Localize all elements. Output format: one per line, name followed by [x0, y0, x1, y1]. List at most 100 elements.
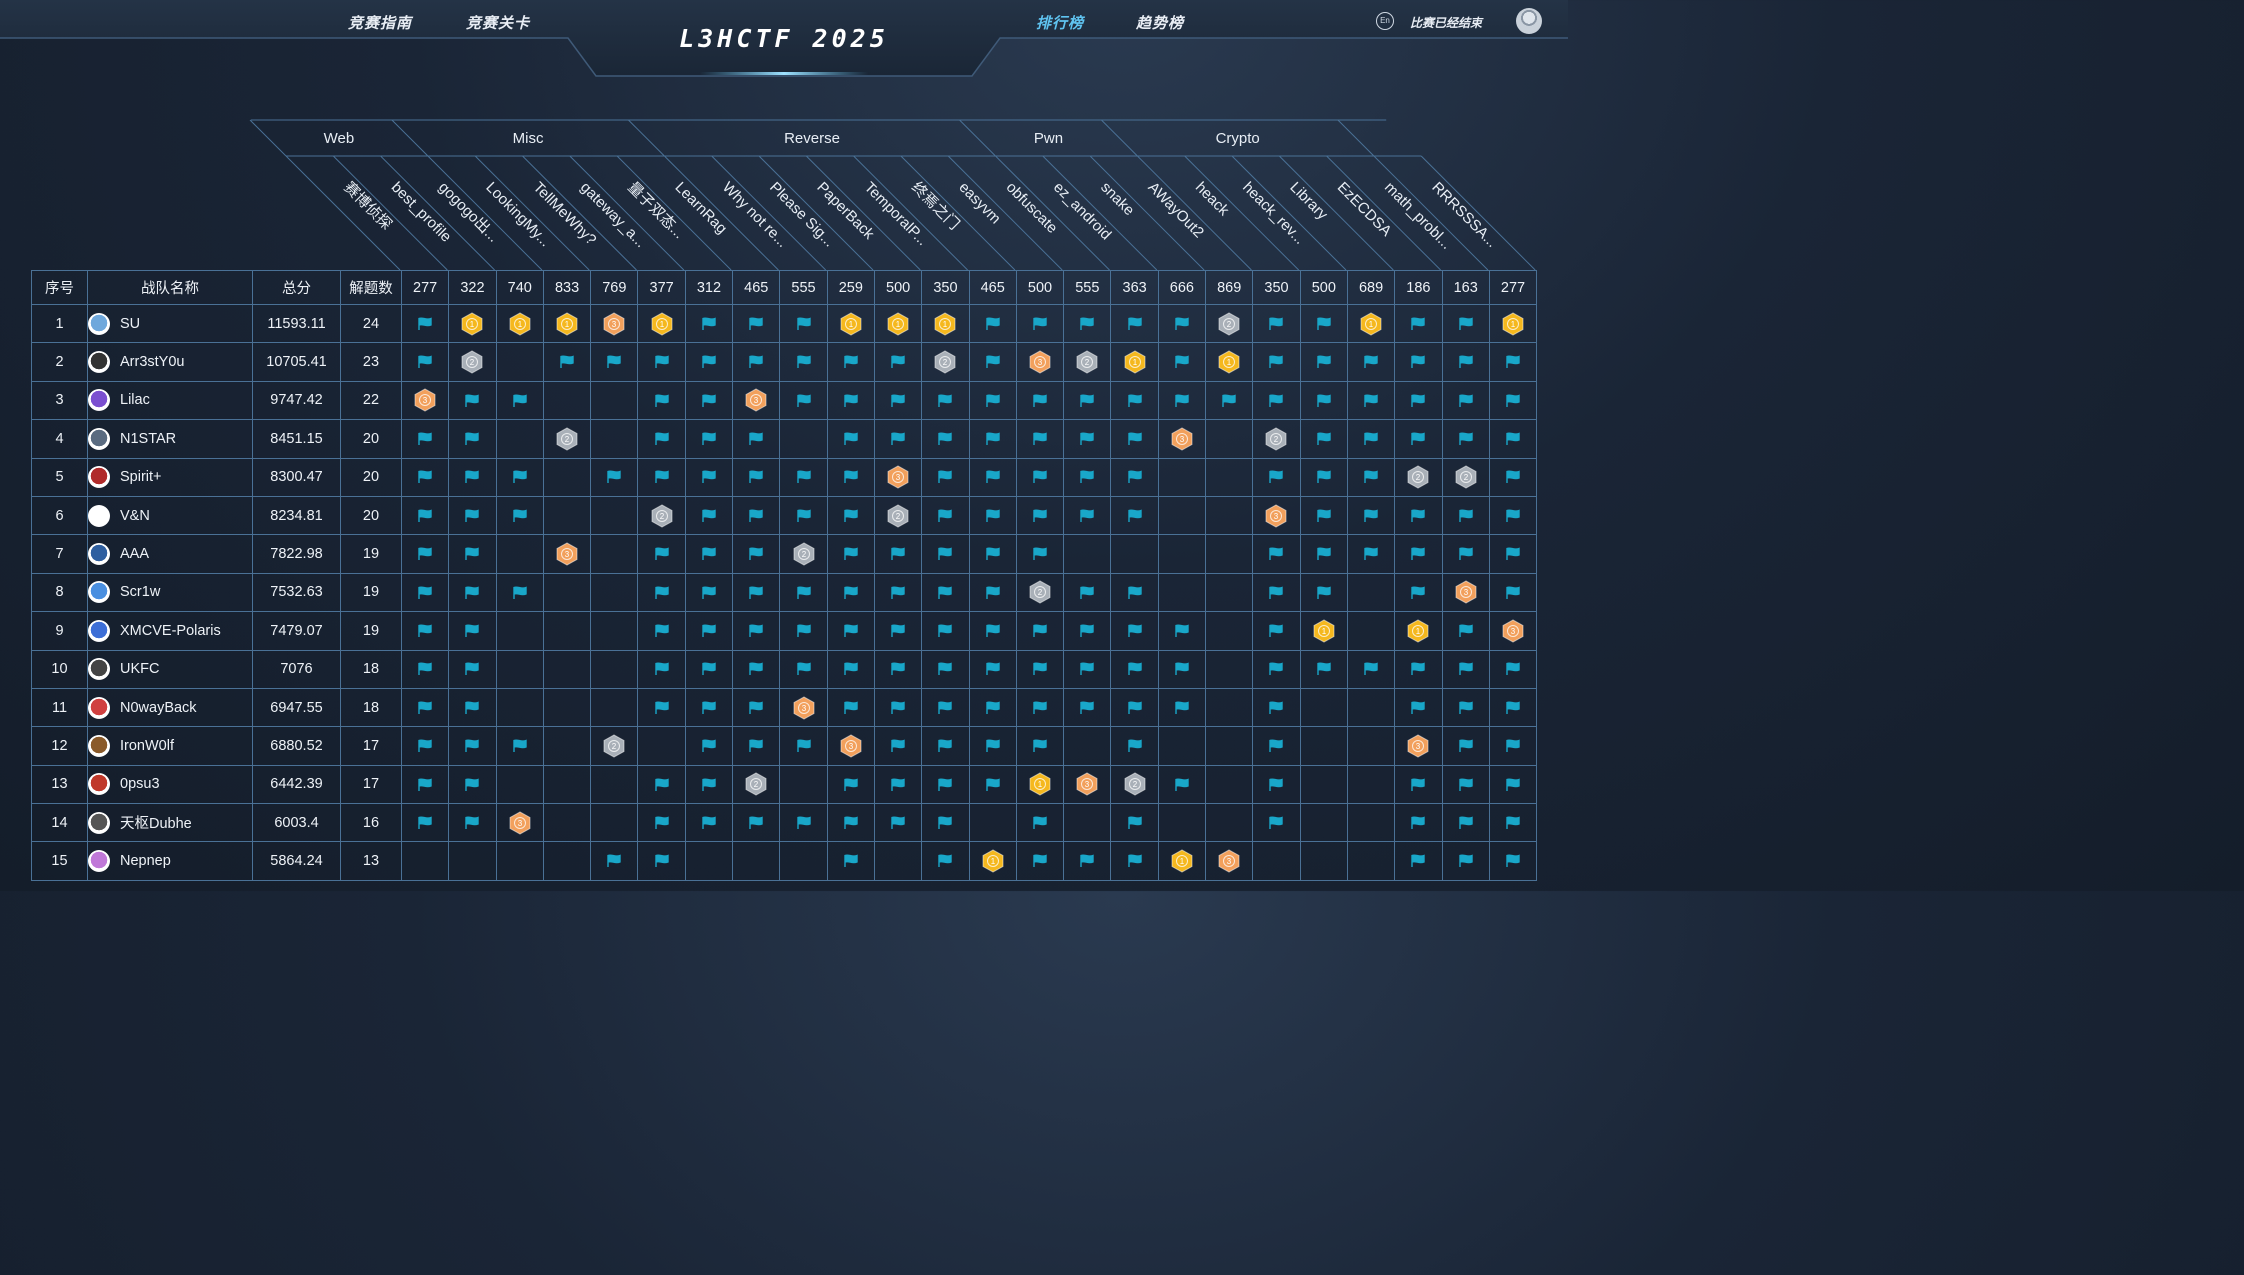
- table-row[interactable]: 11 N0wayBack 6947.55 18 3: [31, 687, 1538, 728]
- team-cell[interactable]: 天枢Dubhe: [87, 803, 253, 843]
- table-row[interactable]: 5 Spirit+ 8300.47 20 3 2 2: [31, 457, 1538, 497]
- team-cell[interactable]: N0wayBack: [87, 687, 253, 728]
- solved-flag-icon: [749, 509, 763, 522]
- user-avatar[interactable]: [1516, 8, 1542, 34]
- solved-flag-icon: [938, 470, 953, 484]
- solved-flag-icon: [844, 662, 858, 676]
- challenge-cell: [1394, 687, 1443, 728]
- nav-trend[interactable]: 趋势榜: [1136, 14, 1185, 32]
- table-row[interactable]: 9 XMCVE-Polaris 7479.07 19 1 1 3: [31, 611, 1538, 651]
- challenge-name[interactable]: heack: [1192, 179, 1233, 220]
- table-row[interactable]: 12 IronW0lf 6880.52 17 2 3 3: [31, 726, 1538, 766]
- team-name[interactable]: Spirit+: [120, 469, 162, 486]
- team-name[interactable]: XMCVE-Polaris: [120, 622, 221, 639]
- table-row[interactable]: 13 0psu3 6442.39 17 2 1 3 2: [31, 764, 1538, 805]
- gold-medal-icon: 1: [1313, 619, 1335, 643]
- team-name[interactable]: SU: [120, 315, 141, 332]
- site-logo[interactable]: L3HCTF 2025: [679, 24, 889, 53]
- nav-challenges[interactable]: 竞赛关卡: [466, 14, 531, 32]
- solved-flag-icon: [702, 816, 716, 829]
- solved-flag-icon: [1269, 739, 1284, 753]
- challenge-cell: [684, 687, 734, 728]
- category-label: Reverse: [784, 130, 840, 147]
- gold-medal-icon: 1: [1124, 350, 1146, 374]
- rank-cell: 4: [31, 419, 88, 459]
- table-row[interactable]: 14 天枢Dubhe 6003.4 16 3: [31, 803, 1538, 843]
- challenge-cell: 3: [1063, 764, 1112, 805]
- challenge-cell: [684, 457, 734, 497]
- team-cell[interactable]: Nepnep: [87, 841, 253, 881]
- challenge-cell: [732, 419, 781, 459]
- language-toggle-icon[interactable]: En: [1376, 12, 1394, 30]
- nav-ranking[interactable]: 排行榜: [1036, 14, 1085, 32]
- team-cell[interactable]: Scr1w: [87, 572, 253, 613]
- table-row[interactable]: 6 V&N 8234.81 20 2 2 3: [31, 495, 1538, 536]
- challenge-name[interactable]: 赛博侦探: [340, 179, 394, 233]
- bronze-medal-icon: 3: [509, 811, 531, 835]
- challenge-cell: [400, 764, 450, 805]
- team-name[interactable]: Lilac: [120, 392, 150, 409]
- table-row[interactable]: 8 Scr1w 7532.63 19 2 3: [31, 572, 1538, 613]
- table-row[interactable]: 4 N1STAR 8451.15 20 2 3 2: [31, 419, 1538, 459]
- solved-flag-icon: [1033, 547, 1047, 561]
- team-cell[interactable]: IronW0lf: [87, 726, 253, 766]
- solved-flag-icon: [702, 739, 716, 753]
- solved-flag-icon: [749, 317, 763, 330]
- team-name[interactable]: IronW0lf: [120, 737, 174, 754]
- challenge-cell: [968, 342, 1017, 382]
- team-cell[interactable]: V&N: [87, 495, 253, 536]
- challenge-cell: [732, 572, 781, 613]
- table-row[interactable]: 15 Nepnep 5864.24 13 1 1 3: [31, 841, 1538, 881]
- table-row[interactable]: 10 UKFC 7076 18: [31, 649, 1538, 689]
- challenge-cell: [1441, 841, 1490, 881]
- solved-flag-icon: [560, 355, 574, 369]
- team-name[interactable]: UKFC: [120, 661, 160, 678]
- nav-guide[interactable]: 竞赛指南: [348, 14, 413, 32]
- challenge-cell: [684, 572, 734, 613]
- team-cell[interactable]: Spirit+: [87, 457, 253, 497]
- challenge-cell: 3: [779, 687, 828, 728]
- team-name[interactable]: Nepnep: [120, 853, 171, 870]
- team-cell[interactable]: XMCVE-Polaris: [87, 611, 253, 651]
- challenge-cell: [542, 380, 592, 421]
- challenge-cell: [1157, 764, 1207, 805]
- team-cell[interactable]: 0psu3: [87, 764, 253, 805]
- team-logo-icon: [88, 389, 110, 412]
- team-cell[interactable]: N1STAR: [87, 419, 253, 459]
- team-name[interactable]: 0psu3: [120, 776, 160, 793]
- solved-flag-icon: [1127, 701, 1142, 714]
- team-cell[interactable]: SU: [87, 303, 253, 344]
- team-name[interactable]: N0wayBack: [120, 699, 197, 716]
- rank-cell: 11: [31, 687, 88, 728]
- solved-flag-icon: [749, 662, 763, 676]
- team-name[interactable]: N1STAR: [120, 430, 177, 447]
- team-cell[interactable]: Lilac: [87, 380, 253, 421]
- table-row[interactable]: 3 Lilac 9747.42 22 3 3: [31, 380, 1538, 421]
- challenge-cell: [1299, 495, 1348, 536]
- header-divider: [1231, 155, 1347, 270]
- table-row[interactable]: 2 Arr3stY0u 10705.41 23 2 2 3 2 1 1: [31, 342, 1538, 382]
- team-cell[interactable]: AAA: [87, 534, 253, 574]
- solved-flag-icon: [938, 586, 953, 599]
- solved-flag-icon: [1033, 509, 1047, 522]
- bronze-medal-icon: 3: [840, 734, 862, 758]
- challenge-cell: 1: [1346, 303, 1396, 344]
- table-row[interactable]: 7 AAA 7822.98 19 3 2: [31, 534, 1538, 574]
- challenge-cell: [1346, 495, 1396, 536]
- solved-flag-icon: [749, 470, 763, 484]
- team-cell[interactable]: UKFC: [87, 649, 253, 689]
- team-name[interactable]: 天枢Dubhe: [120, 816, 192, 833]
- team-name[interactable]: V&N: [120, 507, 150, 524]
- team-name[interactable]: AAA: [120, 546, 150, 563]
- rank-cell: 1: [31, 303, 88, 344]
- challenge-name[interactable]: snake: [1097, 179, 1137, 219]
- team-name[interactable]: Arr3stY0u: [120, 354, 185, 371]
- solves-cell: 18: [340, 649, 402, 689]
- team-cell[interactable]: Arr3stY0u: [87, 342, 253, 382]
- challenge-cell: 3: [1488, 611, 1538, 651]
- challenge-cell: [542, 764, 592, 805]
- table-row[interactable]: 1 SU 11593.11 24 1 1 1 3 1 1 1 1 2 1 1: [31, 303, 1538, 344]
- svg-text:1: 1: [1511, 320, 1516, 329]
- team-name[interactable]: Scr1w: [120, 584, 161, 601]
- svg-text:2: 2: [1416, 473, 1421, 482]
